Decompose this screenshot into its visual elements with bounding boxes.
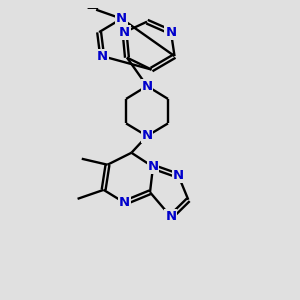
Text: N: N [165, 26, 176, 39]
Text: N: N [173, 169, 184, 182]
Text: N: N [165, 210, 176, 223]
Text: N: N [147, 160, 159, 173]
Text: N: N [141, 130, 153, 142]
Text: —: — [87, 2, 98, 15]
Text: N: N [119, 196, 130, 209]
Text: N: N [116, 12, 127, 25]
Text: N: N [119, 26, 130, 39]
Text: N: N [97, 50, 108, 63]
Text: N: N [141, 80, 153, 92]
